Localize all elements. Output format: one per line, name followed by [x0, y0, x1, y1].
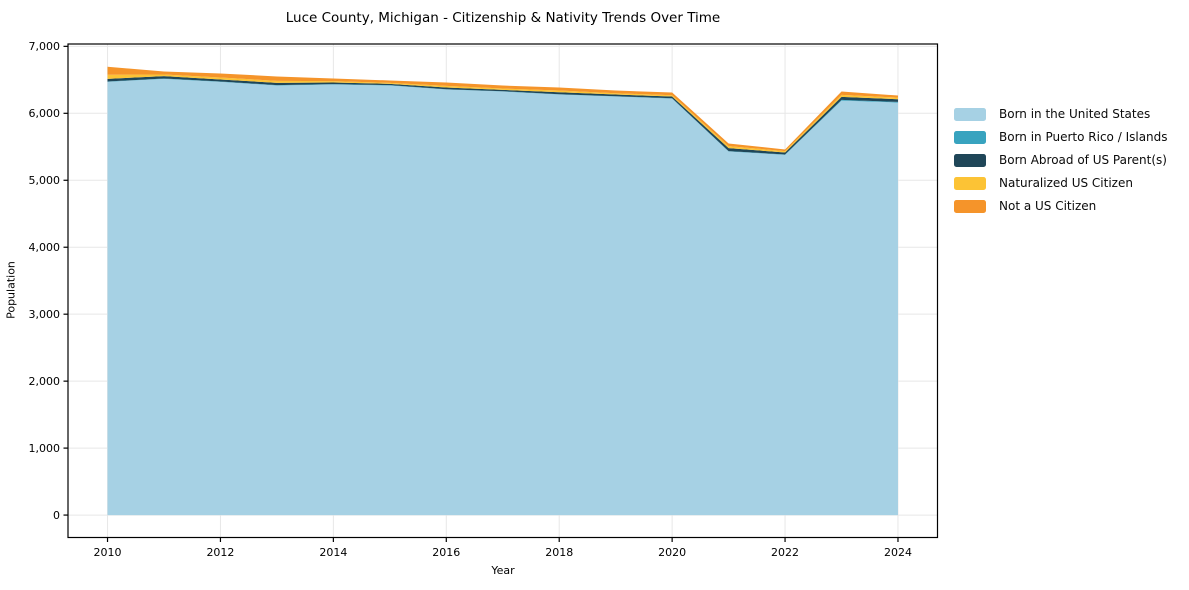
legend-swatch-icon	[954, 131, 986, 144]
legend-label: Born in Puerto Rico / Islands	[999, 130, 1168, 144]
legend-item: Born in the United States	[954, 108, 1168, 121]
legend-item: Born in Puerto Rico / Islands	[954, 131, 1168, 144]
legend-label: Born Abroad of US Parent(s)	[999, 153, 1167, 167]
legend-label: Not a US Citizen	[999, 199, 1097, 213]
legend-label: Naturalized US Citizen	[999, 176, 1133, 190]
y-tick-label: 5,000	[29, 174, 61, 187]
y-tick-label: 3,000	[29, 308, 61, 321]
area-not-a-us-citizen	[107, 66, 898, 152]
y-tick-label: 4,000	[29, 241, 61, 254]
axis-tick-labels: 0 1,000 2,000 3,000 4,000 5,000 6,000 7,000 2010…	[29, 40, 912, 559]
x-tick-label: 2022	[771, 546, 799, 559]
legend-label: Born in the United States	[999, 107, 1151, 121]
y-tick-label: 6,000	[29, 107, 61, 120]
legend-swatch-icon	[954, 177, 986, 190]
x-tick-label: 2024	[884, 546, 912, 559]
y-tick-label: 0	[53, 509, 60, 522]
areas-group	[107, 66, 898, 516]
y-tick-label: 7,000	[29, 40, 61, 53]
x-tick-label: 2014	[319, 546, 347, 559]
legend: Born in the United States Born in Puerto …	[954, 108, 1168, 213]
legend-swatch-icon	[954, 200, 986, 213]
x-tick-label: 2020	[658, 546, 686, 559]
legend-swatch-icon	[954, 154, 986, 167]
x-tick-label: 2012	[206, 546, 234, 559]
legend-item: Not a US Citizen	[954, 200, 1168, 213]
legend-swatch-icon	[954, 108, 986, 121]
axis-ticks	[63, 45, 899, 542]
axis-spines	[67, 43, 939, 539]
x-tick-label: 2016	[432, 546, 460, 559]
legend-item: Naturalized US Citizen	[954, 177, 1168, 190]
x-tick-label: 2018	[545, 546, 573, 559]
x-tick-label: 2010	[94, 546, 122, 559]
y-tick-label: 2,000	[29, 375, 61, 388]
x-axis-title: Year	[491, 564, 515, 577]
y-tick-label: 1,000	[29, 442, 61, 455]
y-axis-title: Population	[4, 261, 18, 319]
chart-title: Luce County, Michigan - Citizenship & Na…	[285, 10, 721, 26]
plot-border	[67, 43, 939, 539]
legend-item: Born Abroad of US Parent(s)	[954, 154, 1168, 167]
area-born-in-the-united-states	[107, 78, 898, 516]
